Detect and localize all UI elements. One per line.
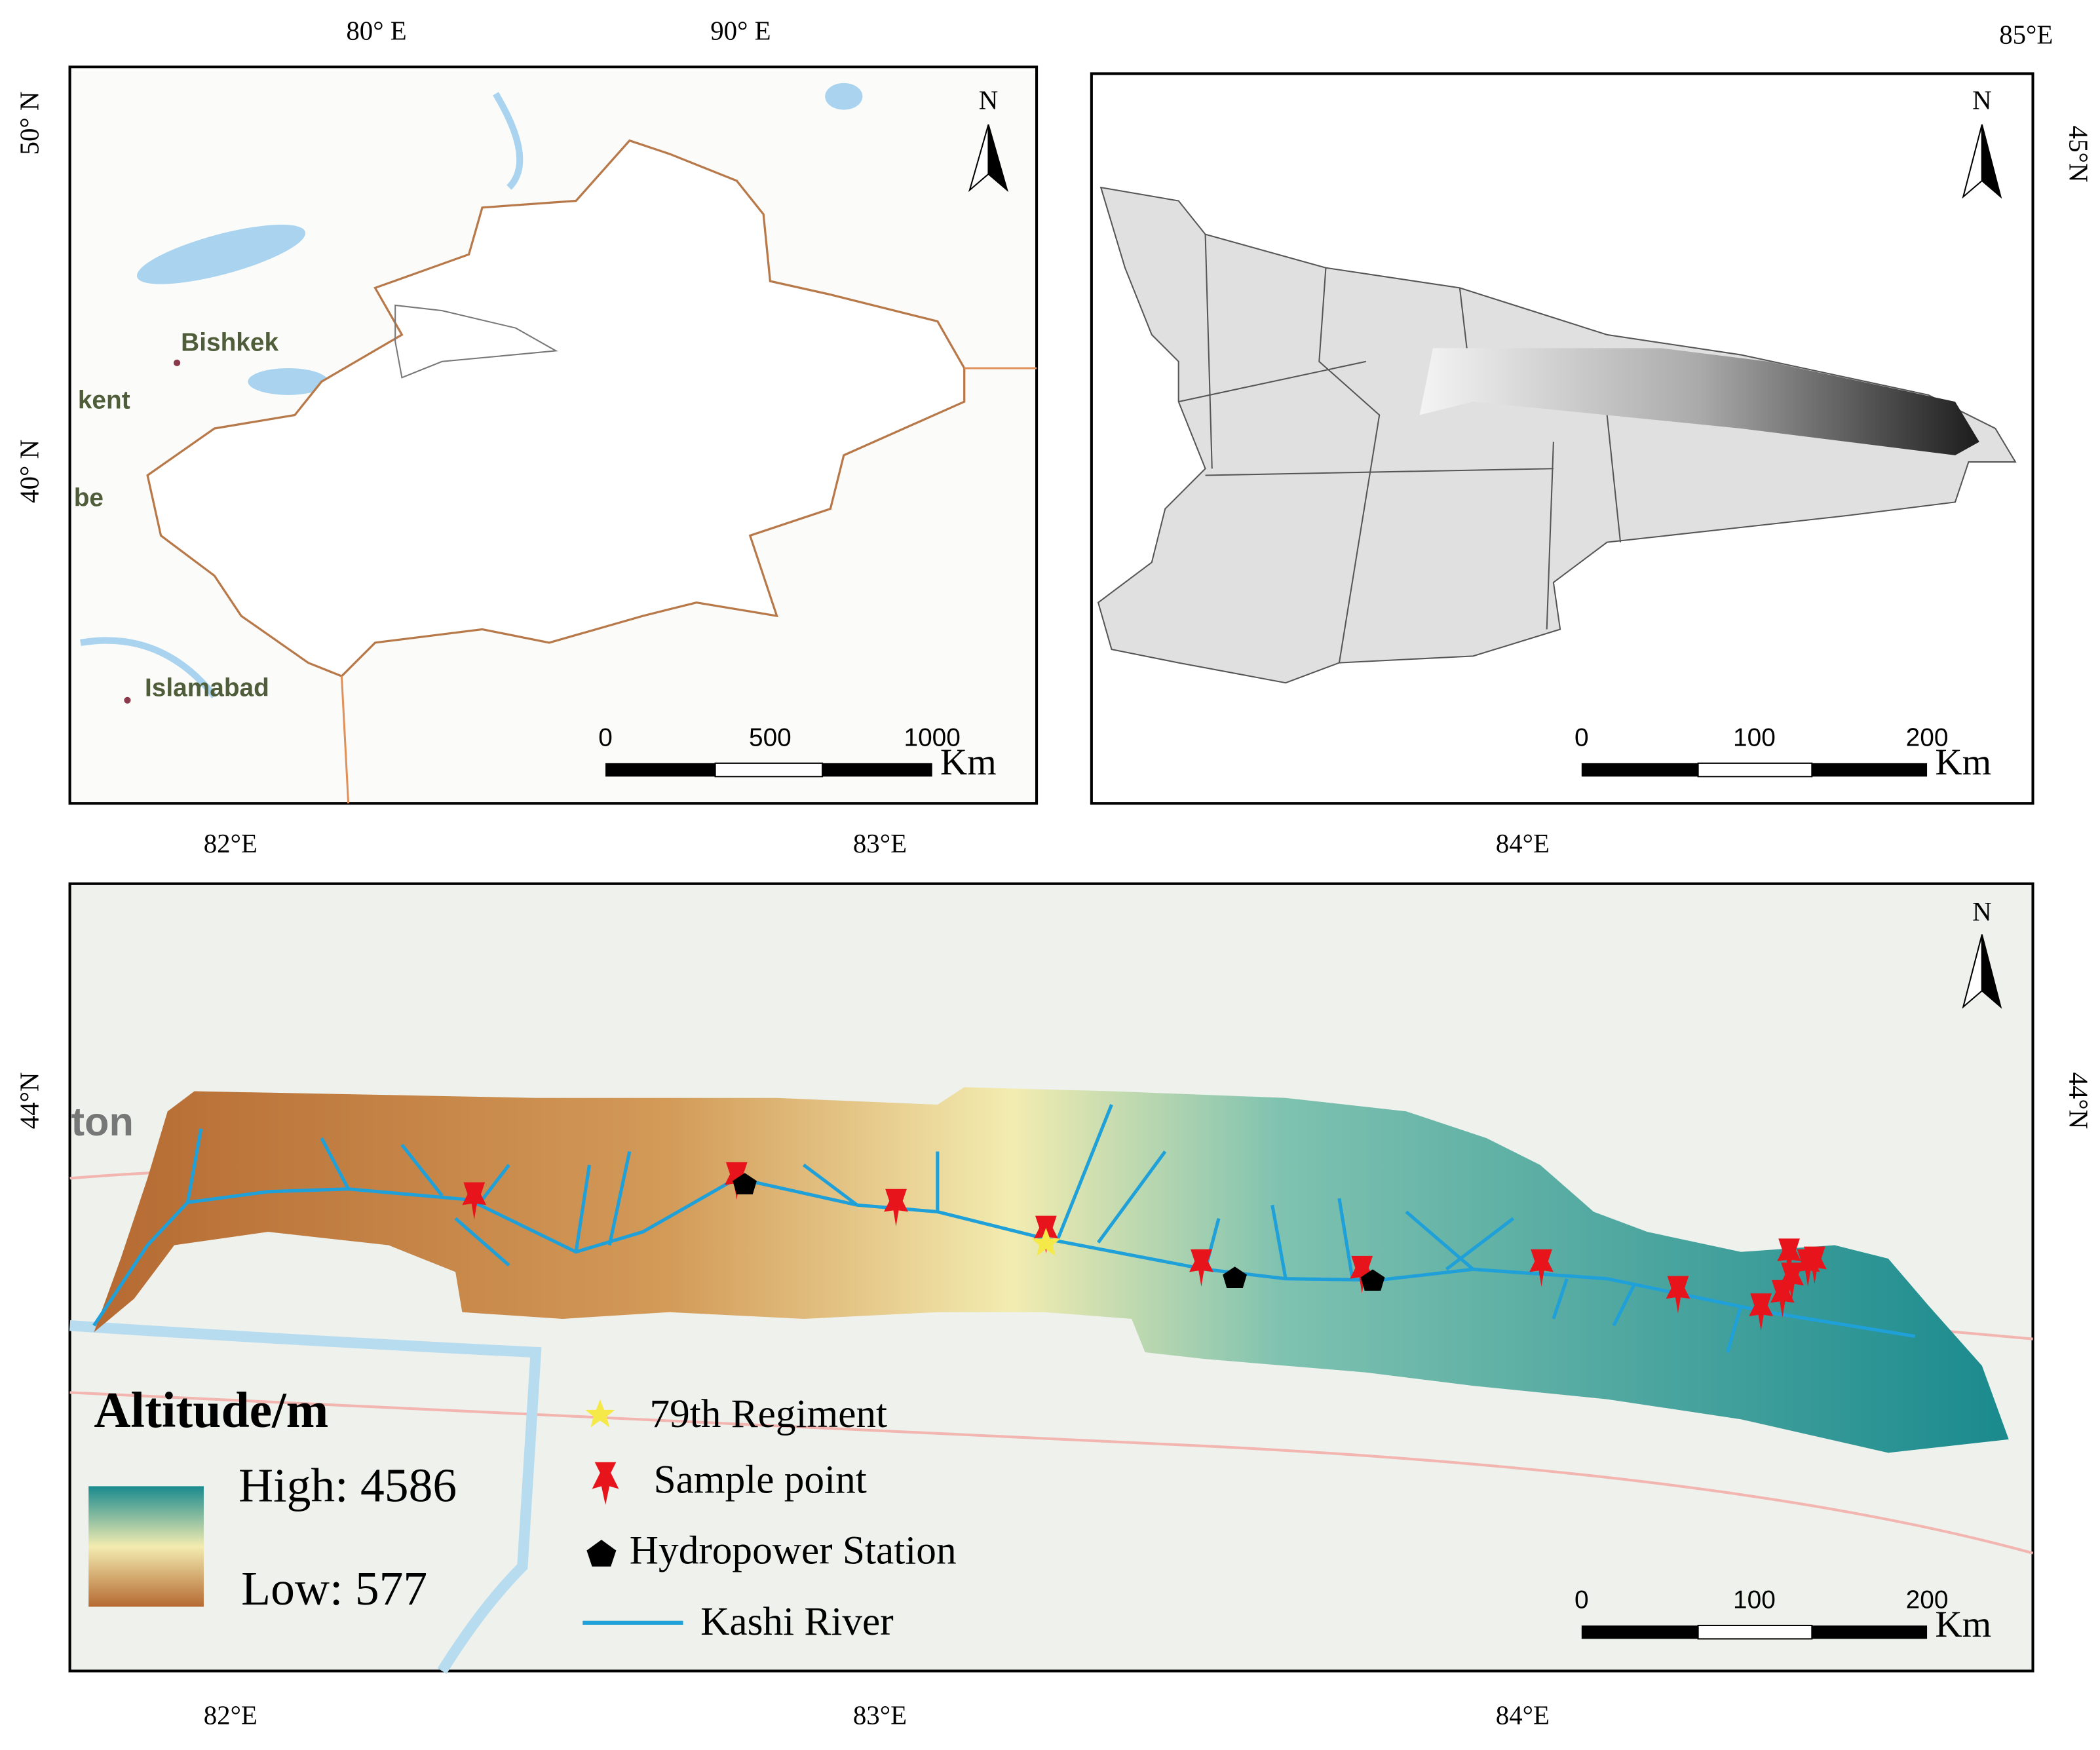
- x-label: 83°E: [853, 1700, 907, 1730]
- scale-label: 500: [749, 723, 792, 751]
- lake: [248, 368, 328, 395]
- basin: [94, 1087, 2009, 1453]
- legend-symbol: [585, 1399, 615, 1428]
- scale-bar: [714, 762, 824, 778]
- y-label: 44°N: [2064, 1072, 2093, 1129]
- sample-point: [462, 1182, 487, 1220]
- legend-symbol: [586, 1540, 617, 1567]
- lake: [825, 83, 863, 110]
- scale-label: 0: [1575, 1586, 1589, 1614]
- scale-label: 1000: [904, 723, 960, 751]
- scale-label: 0: [1575, 723, 1589, 751]
- city-label: be: [74, 484, 104, 512]
- city-label: kent: [78, 386, 130, 414]
- panel-b: 85°E 45°N N 0 100 200 Km: [1090, 20, 2093, 805]
- legend-symbol: [592, 1462, 619, 1506]
- scale-bar: [1581, 763, 1698, 777]
- city-dot: [124, 696, 131, 704]
- x-label: 82°E: [204, 829, 258, 858]
- county-border: [1178, 234, 1622, 663]
- city-label: Islamabad: [145, 674, 269, 702]
- scale-unit: Km: [1935, 742, 1991, 783]
- north-arrow: [987, 124, 1009, 193]
- north-label: N: [1972, 86, 1992, 115]
- sample-point: [1529, 1249, 1554, 1287]
- border: [340, 367, 1037, 804]
- y-label: 40° N: [15, 440, 45, 503]
- x-label: 85°E: [1999, 20, 2053, 50]
- y-label: 45°N: [2064, 126, 2093, 183]
- river-background: [69, 1320, 542, 1674]
- scale-label: 0: [598, 723, 613, 751]
- regiment-marker: [1031, 1227, 1061, 1256]
- study-region: [394, 304, 558, 379]
- sample-point: [884, 1189, 908, 1227]
- x-label: 84°E: [1496, 829, 1550, 858]
- scale-bar: [605, 763, 716, 777]
- x-label: 90° E: [710, 16, 771, 45]
- sample-point: [1666, 1276, 1690, 1314]
- legend-high: High: 4586: [239, 1458, 457, 1512]
- scale-label: 100: [1733, 1586, 1776, 1614]
- sample-point: [1803, 1246, 1827, 1284]
- panel-c: ton 82°E 83°E 84°E 82°E 83°E 84°E 44°N 4…: [15, 829, 2093, 1730]
- sample-point: [1777, 1238, 1801, 1276]
- lake: [136, 224, 306, 284]
- river: [80, 92, 524, 698]
- x-label: 83°E: [853, 829, 907, 858]
- hydropower-station: [1223, 1266, 1247, 1288]
- basin-dem: [1419, 348, 1979, 455]
- sample-points: [462, 1162, 1827, 1331]
- legend-label: 79th Regiment: [649, 1392, 887, 1436]
- scale-unit: Km: [1935, 1604, 1991, 1645]
- legend-low: Low: 577: [241, 1561, 427, 1615]
- scale-bar: [1581, 1625, 1698, 1639]
- scale-label: 100: [1733, 723, 1776, 751]
- north-arrow: [1981, 124, 2002, 199]
- scale-label: 200: [1906, 723, 1949, 751]
- region: [1097, 186, 2017, 684]
- scale-unit: Km: [940, 742, 997, 783]
- sample-point: [1749, 1293, 1774, 1331]
- legend-label: Kashi River: [700, 1599, 894, 1644]
- scale-label: 200: [1906, 1586, 1949, 1614]
- city-label: Bishkek: [181, 328, 278, 356]
- north-arrow: [1981, 934, 2002, 1009]
- north-label: N: [1972, 897, 1992, 926]
- scale-bar: [1812, 1625, 1928, 1639]
- sample-point: [1770, 1280, 1795, 1318]
- scale-bar: [1697, 762, 1813, 778]
- x-label: 80° E: [346, 16, 406, 45]
- scale-bar: [1697, 1624, 1813, 1640]
- legend-label: Hydropower Station: [630, 1529, 957, 1573]
- legend-ramp: [88, 1486, 204, 1607]
- x-label: 84°E: [1496, 1700, 1550, 1730]
- panel-a: Bishkek kent be Islamabad 80° E 90° E 50…: [15, 16, 1039, 805]
- sample-point: [1350, 1255, 1375, 1294]
- scale-bar: [822, 763, 932, 777]
- legend-label: Sample point: [654, 1457, 867, 1502]
- y-label: 50° N: [15, 92, 45, 155]
- north-label: N: [979, 86, 999, 115]
- road: [69, 1391, 2034, 1555]
- city-dot: [173, 359, 181, 366]
- place-label: ton: [71, 1099, 134, 1144]
- kashi-river: [92, 1104, 1916, 1353]
- hydropower-station: [733, 1173, 757, 1194]
- legend-title: Altitude/m: [94, 1382, 328, 1438]
- x-label: 82°E: [204, 1700, 258, 1730]
- sample-point: [1189, 1249, 1213, 1287]
- hydropower-station: [1360, 1269, 1385, 1291]
- scale-bar: [1812, 763, 1928, 777]
- y-label: 44°N: [15, 1072, 45, 1129]
- xinjiang-border: [146, 139, 966, 677]
- sample-point: [1780, 1263, 1804, 1301]
